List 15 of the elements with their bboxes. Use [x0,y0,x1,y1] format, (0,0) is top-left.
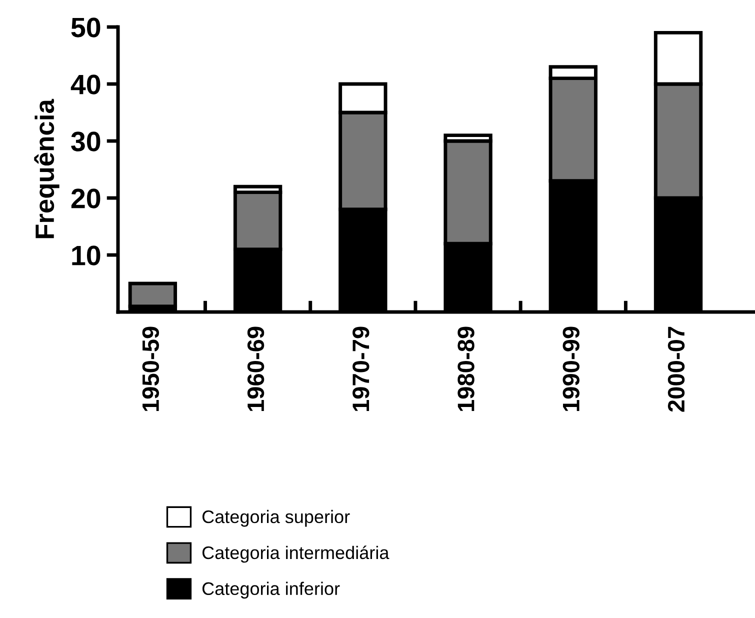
y-tick-label: 30 [71,132,100,152]
y-tick-label: 50 [71,18,100,38]
x-tick-label: 2000-07 [668,326,685,412]
x-tick-label: 1990-99 [562,326,580,412]
x-tick-label: 1960-69 [247,326,264,412]
y-tick-label: 20 [71,188,100,208]
y-tick-label: 40 [70,74,100,94]
x-tick-label: 1950-59 [142,326,160,412]
x-tick-label: 1970-79 [352,326,370,412]
legend-label: Categoria intermediária [202,546,390,563]
legend-label: Categoria inferior [202,582,340,599]
y-axis-title: Frequência [34,98,60,238]
legend-label: Categoria superior [202,510,350,527]
x-tick-label: 1980-89 [458,326,474,412]
y-tick-label: 10 [72,246,100,266]
